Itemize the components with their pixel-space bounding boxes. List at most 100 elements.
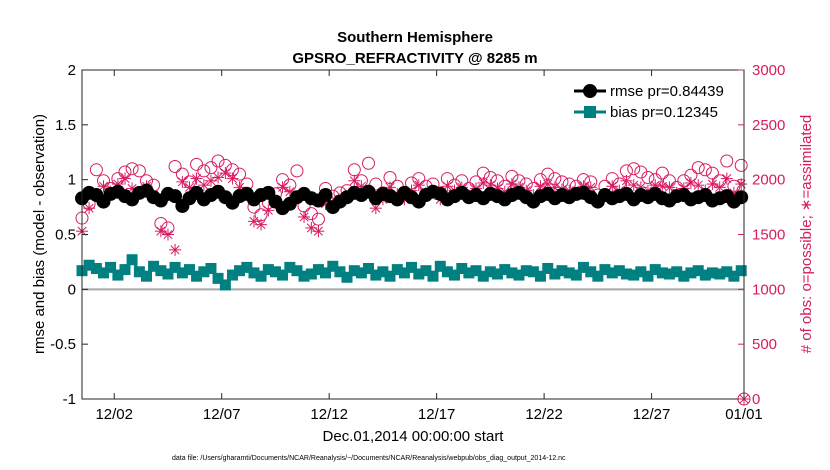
y-tick-label: 2 bbox=[68, 62, 76, 79]
bias-point bbox=[635, 266, 647, 278]
possible-obs-point bbox=[362, 156, 376, 170]
bias-point bbox=[585, 266, 597, 278]
bias-point bbox=[83, 259, 95, 271]
y-tick-label: 1.5 bbox=[55, 117, 76, 134]
y-tick-label-right: 2000 bbox=[752, 172, 785, 189]
bias-point bbox=[714, 268, 726, 280]
bias-point bbox=[219, 279, 231, 291]
bias-point bbox=[506, 267, 518, 279]
bias-point bbox=[298, 270, 310, 282]
possible-obs-point bbox=[627, 162, 641, 176]
bias-point bbox=[398, 267, 410, 279]
possible-obs-point bbox=[204, 161, 218, 175]
axes: 12/02 12/07 12/12 12/17 12/22 12/27 01/01 -1 -0.… bbox=[50, 62, 785, 423]
bias-point bbox=[176, 267, 188, 279]
bias-point bbox=[155, 265, 167, 277]
bias-point bbox=[513, 269, 525, 281]
x-tick-label: 12/22 bbox=[525, 406, 563, 423]
bias-point bbox=[413, 268, 425, 280]
bias-point bbox=[685, 267, 697, 279]
bias-point bbox=[391, 264, 403, 276]
bias-point bbox=[312, 264, 324, 276]
rmse-series bbox=[75, 183, 749, 216]
rmse-point bbox=[168, 189, 183, 204]
bias-point bbox=[721, 266, 733, 278]
assimilated-obs-point bbox=[477, 176, 490, 189]
x-axis-label: Dec.01,2014 00:00:00 start bbox=[323, 428, 505, 445]
legend-rmse-marker bbox=[583, 84, 597, 98]
possible-obs-point bbox=[211, 154, 225, 168]
y-axis-label-right: # of obs: o=possible; ∗=assimilated bbox=[798, 115, 815, 354]
bias-point bbox=[663, 268, 675, 280]
bias-point bbox=[284, 261, 296, 273]
x-tick-label: 12/02 bbox=[95, 406, 133, 423]
bias-point bbox=[269, 266, 281, 278]
bias-point bbox=[613, 265, 625, 277]
legend-rmse-label: rmse pr=0.84439 bbox=[610, 83, 724, 100]
legend: rmse pr=0.84439 bias pr=0.12345 bbox=[567, 76, 741, 121]
bias-point bbox=[599, 264, 611, 276]
data-file-footnote: data file: /Users/gharamti/Documents/NCA… bbox=[172, 455, 566, 462]
y-tick-label: 0.5 bbox=[55, 227, 76, 244]
bias-series bbox=[76, 254, 747, 291]
x-tick-label: 01/01 bbox=[725, 406, 763, 423]
bias-point bbox=[527, 266, 539, 278]
assimilated-obs-point bbox=[720, 172, 733, 185]
possible-obs-point bbox=[132, 164, 146, 178]
y-tick-label-right: 0 bbox=[752, 391, 760, 408]
bias-point bbox=[477, 270, 489, 282]
x-tick-label: 12/27 bbox=[633, 406, 671, 423]
possible-obs-point bbox=[190, 157, 204, 171]
assimilated-obs-point bbox=[692, 179, 705, 192]
rmse-point bbox=[734, 190, 749, 205]
bias-point bbox=[592, 270, 604, 282]
bias-point bbox=[169, 261, 181, 273]
bias-point bbox=[628, 269, 640, 281]
chart-subtitle: GPSRO_REFRACTIVITY @ 8285 m bbox=[292, 50, 537, 67]
bias-point bbox=[97, 267, 109, 279]
bias-point bbox=[556, 265, 568, 277]
bias-point bbox=[441, 266, 453, 278]
bias-point bbox=[234, 265, 246, 277]
bias-point bbox=[405, 261, 417, 273]
bias-point bbox=[162, 268, 174, 280]
bias-point bbox=[470, 265, 482, 277]
bias-point bbox=[463, 267, 475, 279]
bias-point bbox=[520, 265, 532, 277]
assimilated-obs-point bbox=[197, 179, 210, 192]
possible-obs-point bbox=[125, 162, 139, 176]
bias-point bbox=[606, 267, 618, 279]
bias-point bbox=[305, 268, 317, 280]
legend-bias-marker bbox=[584, 106, 596, 118]
bias-point bbox=[262, 264, 274, 276]
x-tick-label: 12/17 bbox=[418, 406, 456, 423]
bias-point bbox=[183, 264, 195, 276]
bias-point bbox=[570, 269, 582, 281]
chart-title: Southern Hemisphere bbox=[337, 29, 493, 46]
legend-bias-label: bias pr=0.12345 bbox=[610, 104, 718, 121]
bias-point bbox=[291, 265, 303, 277]
bias-point bbox=[133, 266, 145, 278]
bias-point bbox=[384, 270, 396, 282]
y-tick-label: -1 bbox=[63, 391, 76, 408]
bias-point bbox=[577, 261, 589, 273]
bias-point bbox=[656, 267, 668, 279]
possible-obs-point bbox=[290, 164, 304, 178]
bias-point bbox=[277, 269, 289, 281]
assimilated-obs-point bbox=[169, 243, 182, 256]
bias-point bbox=[728, 270, 740, 282]
assimilated-obs-point bbox=[627, 179, 640, 192]
assimilated-obs-point bbox=[276, 181, 289, 194]
assimilated-obs-point bbox=[161, 228, 174, 241]
possible-obs-point bbox=[720, 154, 734, 168]
bias-point bbox=[678, 270, 690, 282]
bias-point bbox=[699, 269, 711, 281]
assimilated-obs-point bbox=[684, 176, 697, 189]
bias-point bbox=[671, 266, 683, 278]
assimilated-obs-point bbox=[118, 172, 131, 185]
assimilated-obs-point bbox=[255, 218, 268, 231]
bias-point bbox=[370, 269, 382, 281]
bias-point bbox=[434, 260, 446, 272]
y-tick-label-right: 1000 bbox=[752, 281, 785, 298]
